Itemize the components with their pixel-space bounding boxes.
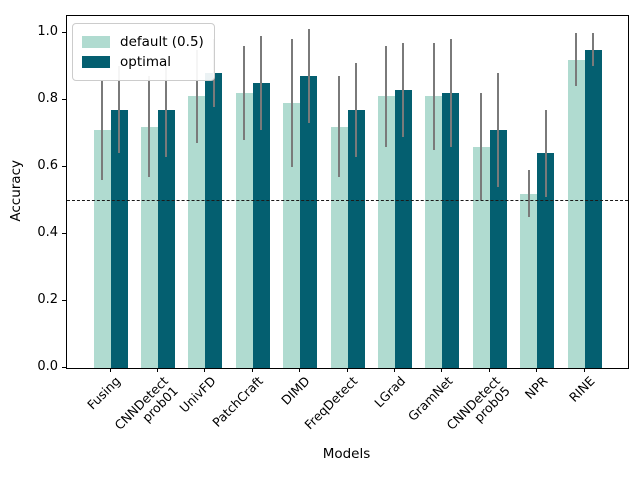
bar-optimal <box>394 89 412 368</box>
error-bar <box>575 32 577 87</box>
y-tick-mark <box>62 299 66 301</box>
error-bar <box>355 62 357 157</box>
error-bar <box>195 49 198 144</box>
bar-optimal <box>537 153 555 368</box>
x-tick-mark <box>109 368 111 372</box>
error-bar <box>118 66 120 154</box>
y-axis-label-strip: Accuracy <box>6 15 26 367</box>
bar-default <box>567 59 585 368</box>
x-tick-mark <box>536 368 538 372</box>
x-tick-mark <box>204 368 206 372</box>
bar-default <box>520 193 538 368</box>
error-bar <box>497 72 500 187</box>
error-bar <box>290 39 293 167</box>
x-axis-label: Models <box>322 446 371 462</box>
y-tick-mark <box>62 232 66 234</box>
legend: default (0.5) optimal <box>72 23 215 82</box>
error-bar <box>480 93 483 201</box>
y-tick-mark <box>62 367 66 368</box>
y-tick-label: 0.6 <box>37 157 58 173</box>
bar-optimal <box>157 109 175 368</box>
x-tick-mark <box>251 368 253 372</box>
x-tick-mark <box>488 368 490 372</box>
x-tick-label: LGrad <box>370 373 408 411</box>
x-tick-label: UnivFD <box>175 373 219 416</box>
y-axis-label: Accuracy <box>8 160 24 222</box>
x-tick-mark <box>346 368 348 372</box>
bar-optimal <box>205 73 223 368</box>
x-tick-label: NPR <box>521 373 550 402</box>
x-tick-label: PatchCraft <box>209 373 266 430</box>
x-tick-mark <box>156 368 158 372</box>
error-bar <box>527 170 530 218</box>
error-bar <box>338 76 340 177</box>
error-bar <box>307 29 310 124</box>
bar-default <box>425 96 443 368</box>
legend-label: default (0.5) <box>120 34 204 50</box>
bar-default <box>472 146 490 368</box>
bar-default <box>140 126 158 368</box>
x-tick-mark <box>393 368 395 372</box>
y-tick-mark <box>62 31 66 33</box>
bar-optimal <box>442 93 460 368</box>
error-bar <box>243 46 246 141</box>
error-bar <box>148 76 151 177</box>
legend-label: optimal <box>120 54 172 71</box>
bar-optimal <box>110 109 128 368</box>
y-tick-label: 0.0 <box>37 359 58 374</box>
x-tick-label: Fusing <box>84 373 124 413</box>
x-tick-mark <box>583 368 585 372</box>
y-tick-mark <box>62 98 66 100</box>
error-bar <box>449 39 452 147</box>
error-bar <box>260 36 263 130</box>
y-tick-label: 0.4 <box>37 224 58 240</box>
error-bar <box>165 62 168 157</box>
x-tick-mark <box>441 368 443 372</box>
bar-default <box>235 93 253 368</box>
y-tick-label: 0.8 <box>37 90 58 106</box>
baseline-line <box>67 200 628 202</box>
bar-optimal <box>300 76 318 368</box>
plot-area: default (0.5) optimal <box>66 15 629 369</box>
bar-default <box>283 103 301 368</box>
y-tick-label: 0.2 <box>37 291 58 307</box>
bar-optimal <box>584 49 602 368</box>
error-bar <box>385 46 388 147</box>
error-bar <box>432 42 435 151</box>
error-bar <box>592 32 594 67</box>
error-bar <box>544 109 547 198</box>
error-bar <box>101 79 103 181</box>
x-tick-label: RINE <box>565 373 598 405</box>
y-tick-label: 1.0 <box>37 23 58 39</box>
legend-item: default (0.5) <box>82 33 204 51</box>
x-tick-mark <box>299 368 301 372</box>
bar-optimal <box>489 129 507 368</box>
bar-default <box>188 96 206 368</box>
y-tick-mark <box>62 165 66 167</box>
bar-default <box>93 129 111 368</box>
bar-optimal <box>347 109 365 368</box>
x-tick-label: DIMD <box>278 373 313 408</box>
error-bar <box>402 42 405 137</box>
legend-item: optimal <box>82 53 204 71</box>
bar-default <box>330 126 348 368</box>
legend-swatch-icon <box>82 56 110 69</box>
legend-swatch-icon <box>82 36 110 49</box>
bar-default <box>377 96 395 368</box>
bar-optimal <box>252 83 270 368</box>
